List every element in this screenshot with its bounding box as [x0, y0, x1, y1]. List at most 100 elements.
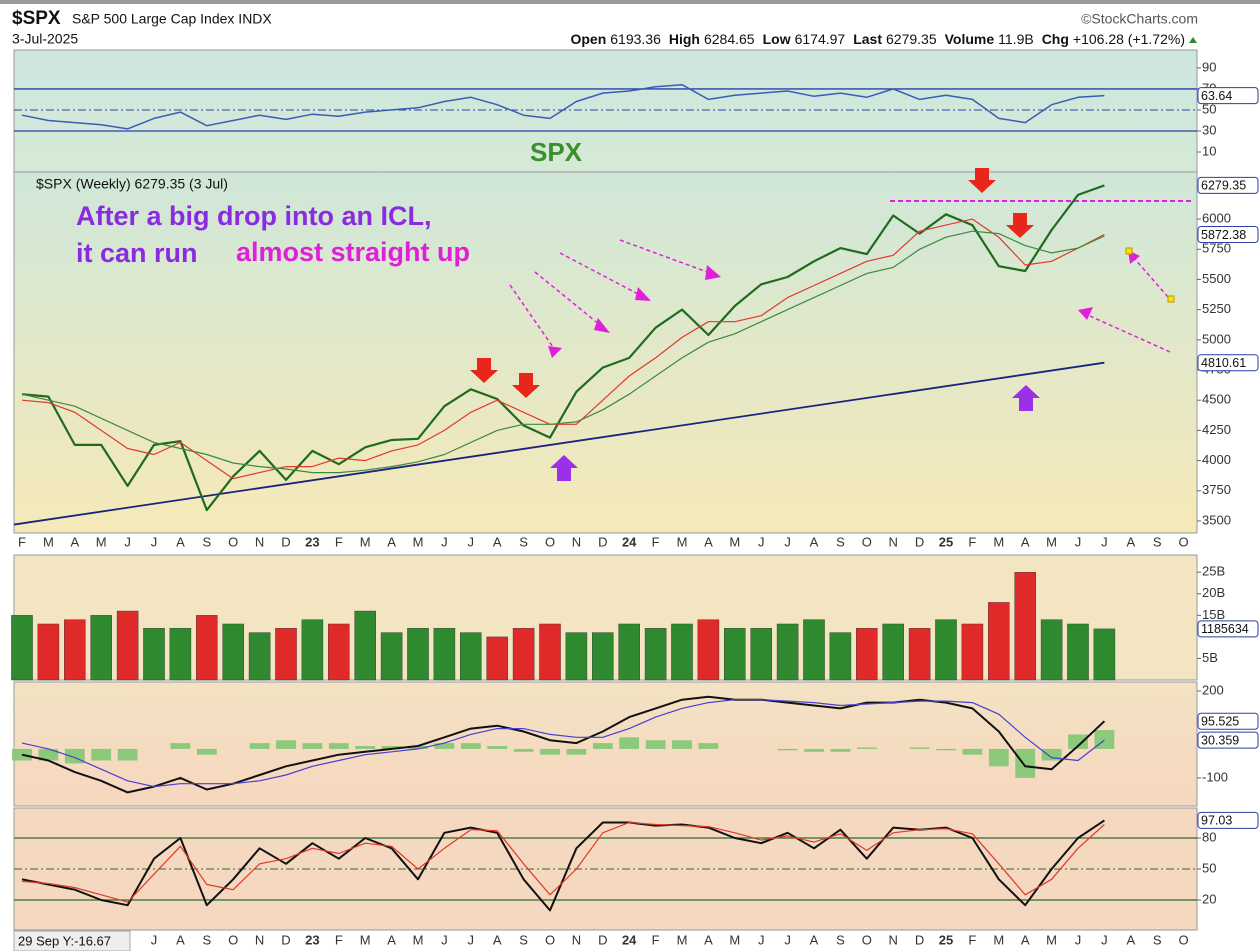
- trend-line: [13, 361, 1105, 526]
- x-tick-label: M: [96, 534, 107, 549]
- y-tick-label: 5B: [1202, 650, 1218, 665]
- volume-bar: [829, 632, 852, 681]
- x-tick-label: A: [704, 534, 713, 549]
- plot: 1030507090350037504000425045004750500052…: [11, 59, 1259, 947]
- x-tick-label: J: [1101, 534, 1108, 549]
- up-indicator: [1189, 37, 1197, 43]
- x-tick-label: S: [1153, 534, 1162, 549]
- volume-bar: [328, 623, 350, 681]
- volume-bar: [671, 623, 693, 681]
- histogram-bar: [936, 748, 956, 751]
- volume-bar: [565, 632, 588, 681]
- volume-bar: [275, 628, 297, 681]
- x-tick-label: M: [43, 534, 54, 549]
- volume-bar: [1067, 623, 1089, 681]
- histogram-bar: [302, 743, 323, 749]
- volume-bar: [354, 610, 376, 681]
- histogram-bar: [38, 748, 59, 761]
- value-tag-label: 97.03: [1201, 814, 1232, 828]
- volume-bar: [116, 610, 139, 681]
- date: 3-Jul-2025: [12, 31, 78, 47]
- x-tick-label: M: [1046, 534, 1057, 549]
- volume-bar: [988, 602, 1010, 681]
- up-arrows: [550, 385, 1040, 481]
- x-tick-label: D: [598, 932, 607, 947]
- quote-label: Chg: [1042, 31, 1069, 47]
- quote-label: Low: [763, 31, 791, 47]
- x-tick-label: J: [1075, 932, 1082, 947]
- annotation: almost straight up: [236, 237, 470, 267]
- y-tick-label: -100: [1202, 769, 1228, 784]
- value-tag: [1197, 811, 1259, 829]
- quote-value: 6279.35: [886, 31, 937, 47]
- volume-bar: [1093, 628, 1116, 681]
- value-tag: [1197, 225, 1259, 243]
- y-tick-label: 4000: [1202, 452, 1231, 467]
- x-tick-label: A: [1126, 932, 1135, 947]
- histogram-bar: [566, 748, 587, 755]
- volume-bar: [90, 615, 112, 681]
- x-tick-label: 24: [622, 534, 637, 549]
- quote-label: High: [669, 31, 700, 47]
- quote-value: 6193.36: [610, 31, 661, 47]
- value-tag: [1197, 87, 1259, 105]
- series-line: [21, 83, 1105, 130]
- histogram-bar: [170, 743, 191, 749]
- x-tick-label: S: [202, 534, 211, 549]
- x-tick-label: S: [836, 534, 845, 549]
- x-tick-label: M: [993, 932, 1004, 947]
- histogram-bar: [540, 748, 560, 755]
- x-tick-label: M: [729, 534, 740, 549]
- value-tag: [1197, 176, 1259, 194]
- volume-bar: [908, 628, 931, 681]
- x-tick-label: N: [572, 534, 581, 549]
- histogram-bar: [381, 746, 402, 749]
- value-tag: [1197, 354, 1259, 372]
- volume-bar: [882, 623, 904, 681]
- x-tick-label: A: [493, 534, 502, 549]
- x-tick-label: A: [176, 534, 185, 549]
- volume-bar: [592, 632, 614, 681]
- y-tick-label: 20: [1202, 891, 1216, 906]
- x-tick-label: J: [151, 932, 158, 947]
- marker: [1167, 295, 1175, 303]
- panel-title: SPX: [530, 137, 583, 167]
- volume-bar: [935, 619, 957, 681]
- x-tick-label: S: [202, 932, 211, 947]
- volume-bar: [380, 632, 403, 681]
- histogram-bar: [434, 743, 455, 749]
- x-tick-label: J: [784, 932, 791, 947]
- series-line: [21, 699, 1105, 788]
- histogram-bar: [513, 748, 534, 752]
- x-tick-label: M: [677, 932, 688, 947]
- y-tick-label: 3750: [1202, 482, 1231, 497]
- cursor-readout: 29 Sep Y:-16.67: [18, 933, 111, 948]
- x-tick-label: J: [441, 932, 448, 947]
- y-tick-label: 3500: [1202, 512, 1231, 527]
- histogram-bar: [672, 740, 692, 749]
- histogram-bar: [91, 748, 112, 761]
- histogram-bar: [1041, 748, 1062, 761]
- histogram-bar: [619, 737, 640, 749]
- histogram-bar: [328, 743, 349, 749]
- x-tick-label: M: [729, 932, 740, 947]
- x-tick-label: J: [441, 534, 448, 549]
- value-tag: [1197, 731, 1259, 749]
- x-tick-label: M: [1046, 932, 1057, 947]
- x-tick-label: O: [1179, 534, 1189, 549]
- y-tick-label: 50: [1202, 101, 1216, 116]
- volume-bar: [143, 628, 165, 681]
- x-tick-label: A: [1021, 534, 1030, 549]
- x-tick-label: O: [545, 932, 555, 947]
- x-tick-label: J: [758, 932, 765, 947]
- x-tick-label: F: [335, 534, 343, 549]
- x-tick-label: S: [1153, 932, 1162, 947]
- annotation: it can run: [76, 238, 198, 268]
- x-tick-label: N: [255, 534, 264, 549]
- x-tick-label: A: [810, 534, 819, 549]
- x-tick-label: S: [519, 534, 528, 549]
- volume-bar: [1014, 572, 1036, 681]
- legend: $SPX (Weekly) 6279.35 (3 Jul): [36, 176, 228, 192]
- y-tick-label: 10: [1202, 143, 1216, 158]
